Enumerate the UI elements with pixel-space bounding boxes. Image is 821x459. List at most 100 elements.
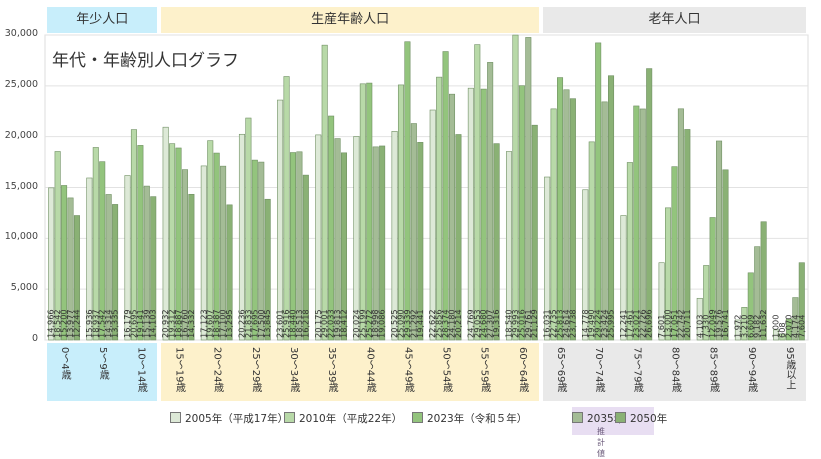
data-label: 16,760: [179, 309, 189, 338]
data-label: 28,374: [440, 309, 450, 338]
category-label: 30～34歳: [287, 347, 299, 393]
bar-3-6: [296, 151, 303, 341]
bar-0-13: [544, 176, 551, 341]
y-tick-label: 20,000: [4, 129, 38, 141]
data-label: 22,742: [675, 309, 685, 338]
bar-1-13: [550, 108, 557, 341]
legend-label: 2035年: [587, 413, 625, 425]
band-category-strip: [542, 343, 806, 401]
data-label: 20,932: [160, 309, 170, 338]
legend-label: 2005年（平成17年）: [185, 413, 289, 425]
category-cell: 10～14歳: [121, 343, 159, 401]
data-label: 21,129: [529, 309, 539, 338]
bar-3-2: [143, 185, 150, 341]
bar-1-15: [626, 162, 633, 341]
data-label: 22,033: [326, 309, 336, 338]
data-label: 17,123: [198, 309, 208, 338]
category-label: 70～74歳: [593, 347, 605, 393]
legend-swatch: [170, 412, 181, 423]
bar-1-0: [54, 151, 61, 341]
bar-3-0: [67, 197, 74, 341]
bar-4-6: [302, 174, 309, 341]
bar-2-11: [480, 88, 487, 341]
data-label: 21,292: [408, 309, 418, 338]
bar-2-2: [137, 145, 144, 341]
data-label: 29,993: [510, 309, 520, 338]
data-label: 1,000: [771, 315, 781, 338]
band-category-strip: [161, 343, 539, 401]
bar-4-7: [340, 152, 347, 341]
band-header: 年少人口: [47, 7, 158, 33]
data-label: 608: [777, 322, 787, 338]
data-label: 18,540: [504, 309, 514, 338]
data-label: 9,182: [752, 315, 762, 338]
data-label: 21,833: [243, 309, 253, 338]
data-label: 18,937: [90, 309, 100, 338]
data-label: 2,070: [783, 315, 793, 338]
data-label: 1,972: [732, 315, 742, 338]
category-label: 55～59歳: [478, 347, 490, 393]
bar-1-1: [92, 147, 99, 341]
bar-0-5: [238, 133, 245, 341]
bar-2-15: [633, 105, 640, 341]
bar-1-4: [207, 140, 214, 341]
bar-0-8: [353, 136, 360, 341]
category-label: 75～79歳: [631, 347, 643, 393]
bar-3-4: [220, 165, 227, 341]
data-label: 23,601: [275, 309, 285, 338]
bar-0-0: [48, 187, 55, 341]
data-label: 19,316: [491, 309, 501, 338]
data-label: 7,604: [796, 315, 806, 338]
category-cell: 70～74歳: [579, 343, 617, 401]
data-label: 17,542: [97, 309, 107, 338]
bar-3-8: [372, 146, 379, 341]
bar-0-11: [467, 87, 474, 341]
legend-swatch: [412, 412, 423, 423]
bar-3-5: [258, 161, 265, 341]
category-label: 35～39歳: [326, 347, 338, 393]
bar-4-16: [684, 129, 691, 341]
bar-1-2: [130, 129, 137, 341]
legend-item: 2023年（令和５年）: [412, 411, 527, 426]
data-label: 24,769: [465, 309, 475, 338]
bar-3-15: [639, 108, 646, 341]
data-label: 17,500: [256, 309, 266, 338]
data-label: 25,916: [281, 309, 291, 338]
data-label: 24,614: [561, 309, 571, 338]
category-cell: 90～94歳: [732, 343, 770, 401]
data-label: 19,607: [205, 309, 215, 338]
category-cell: 20～24歳: [198, 343, 236, 401]
bar-0-16: [658, 262, 665, 341]
bar-1-16: [665, 207, 672, 341]
bar-2-8: [366, 82, 373, 341]
data-label: 4,103: [694, 315, 704, 338]
legend-item: 2050年: [615, 411, 667, 426]
bar-2-0: [61, 185, 68, 341]
bar-2-10: [442, 51, 449, 341]
category-cell: 80～84歳: [655, 343, 693, 401]
category-label: 40～44歳: [364, 347, 376, 393]
data-label: 6,609: [745, 315, 755, 338]
data-label: 24,180: [447, 309, 457, 338]
data-label: 29,761: [523, 309, 533, 338]
bar-0-1: [86, 177, 93, 341]
legend-item: 2005年（平成17年）: [170, 411, 288, 426]
data-label: 18,998: [370, 309, 380, 338]
data-label: 4,174: [790, 315, 800, 338]
bar-0-18: [734, 319, 741, 341]
data-label: 13,845: [262, 309, 272, 338]
data-label: 29,053: [472, 309, 482, 338]
bar-0-15: [620, 215, 627, 341]
data-label: 29,001: [319, 309, 329, 338]
data-label: 18,513: [294, 309, 304, 338]
legend-label: 2010年（平成22年）: [299, 413, 403, 425]
category-label: 15～19歳: [173, 347, 185, 393]
category-cell: 0～4歳: [45, 343, 83, 401]
bar-2-19: [785, 318, 792, 341]
data-label: 20,525: [389, 309, 399, 338]
category-label: 20～24歳: [211, 347, 223, 393]
data-label: 13,295: [224, 309, 234, 338]
bar-4-12: [531, 124, 538, 341]
category-label: 45～49歳: [402, 347, 414, 393]
bar-2-18: [747, 272, 754, 341]
